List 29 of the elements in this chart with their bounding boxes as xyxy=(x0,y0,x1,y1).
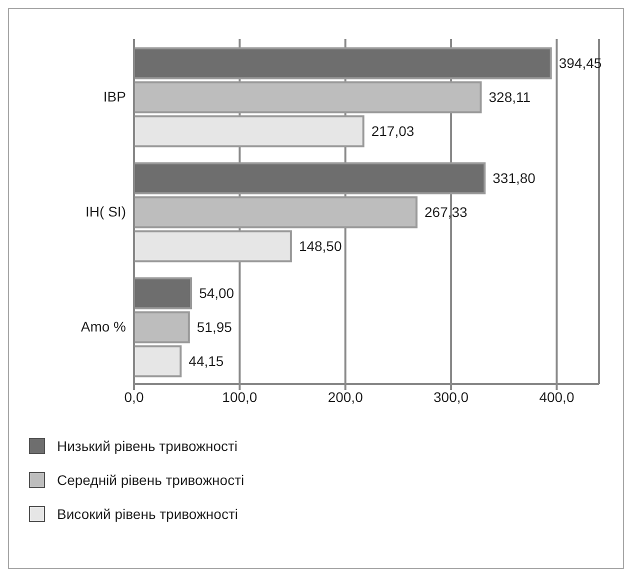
bar xyxy=(134,230,292,262)
bar xyxy=(134,81,482,114)
data-label: 331,80 xyxy=(492,170,536,186)
x-tick-label: 300,0 xyxy=(434,388,469,405)
y-tick-label: Amo % xyxy=(80,318,126,334)
legend-label: Високий рівень тривожності xyxy=(57,506,238,522)
legend-label: Низький рівень тривожності xyxy=(57,438,238,454)
bar xyxy=(134,115,364,148)
x-tick-label: 0,0 xyxy=(124,388,144,405)
legend-label: Середній рівень тривожності xyxy=(57,472,244,488)
data-label: 44,15 xyxy=(188,353,224,370)
x-tick-label: 200,0 xyxy=(328,388,364,405)
bar xyxy=(134,345,182,378)
y-tick-label: IBP xyxy=(103,88,126,104)
y-tick-label: IH( SI) xyxy=(86,203,126,220)
data-label: 267,33 xyxy=(424,204,468,220)
bar xyxy=(134,311,190,344)
bar xyxy=(134,162,486,194)
x-tick-label: 400,0 xyxy=(539,388,574,405)
data-label: 217,03 xyxy=(371,123,414,140)
data-label: 394,45 xyxy=(558,55,602,72)
data-label: 54,00 xyxy=(199,285,234,302)
bar xyxy=(134,196,418,228)
data-label: 51,95 xyxy=(196,319,232,336)
data-label: 328,11 xyxy=(488,89,531,106)
bar xyxy=(134,277,192,310)
bar xyxy=(134,47,552,80)
data-label: 148,50 xyxy=(298,238,342,254)
x-tick-label: 100,0 xyxy=(222,388,258,405)
